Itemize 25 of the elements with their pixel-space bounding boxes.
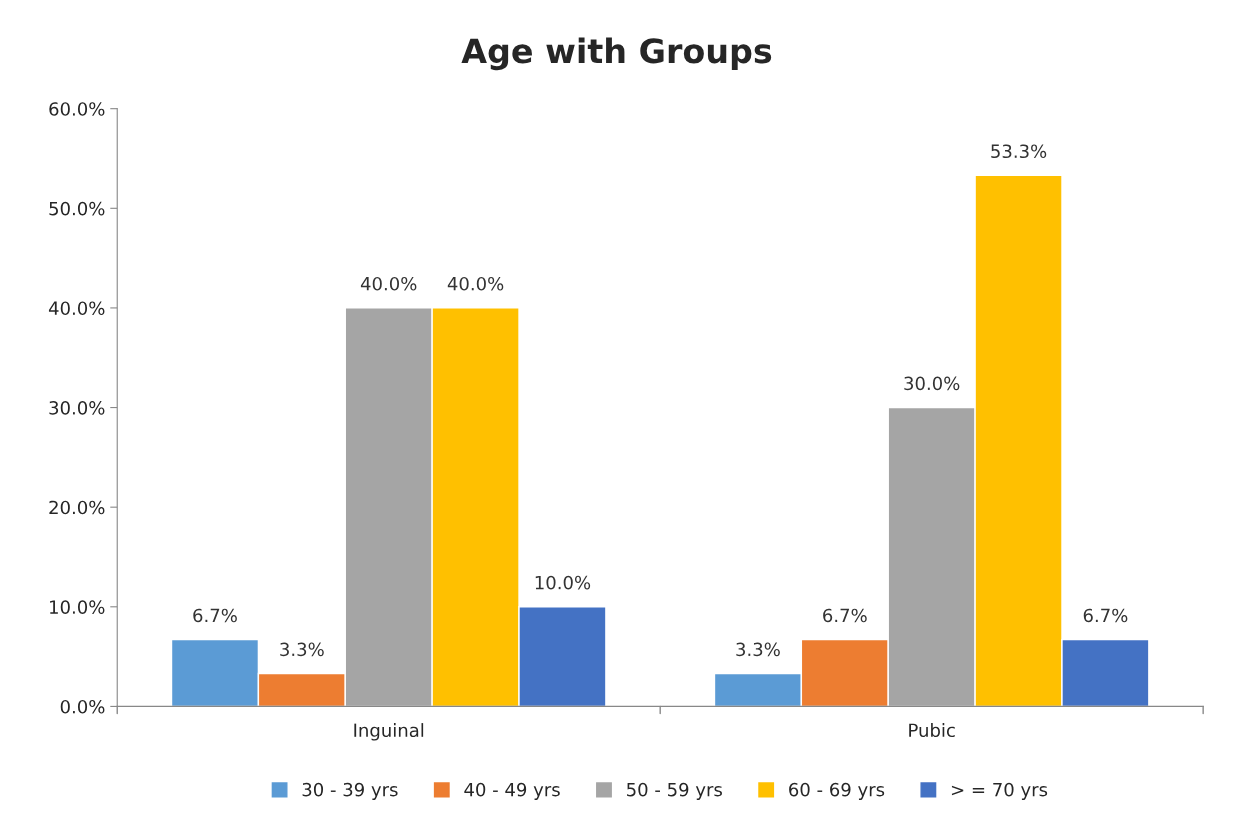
y-tick-label: 60.0% <box>49 102 105 116</box>
y-tick-label: 20.0% <box>49 500 105 515</box>
legend-label: 40 - 49 yrs <box>464 782 560 800</box>
data-label: 3.3% <box>736 642 780 657</box>
data-label: 6.7% <box>1083 608 1128 623</box>
data-label: 40.0% <box>360 276 417 291</box>
legend-label: 60 - 69 yrs <box>789 782 885 800</box>
y-tick-label: 10.0% <box>50 600 105 614</box>
x-tick-label: Pubic <box>909 723 955 738</box>
data-label: 53.3% <box>991 144 1047 159</box>
data-label: 6.7% <box>193 608 237 623</box>
data-label: 6.7% <box>823 608 867 623</box>
legend-label: 50 - 59 yrs <box>627 782 722 800</box>
data-label: 10.0% <box>535 575 591 590</box>
legend-label: 30 - 39 yrs <box>302 782 398 800</box>
data-label: 3.3% <box>280 642 324 657</box>
data-label: 40.0% <box>447 276 504 291</box>
legend-label: > = 70 yrs <box>951 782 1048 800</box>
y-tick-label: 30.0% <box>49 401 105 415</box>
data-label: 30.0% <box>904 376 960 391</box>
y-tick-label: 40.0% <box>48 301 105 316</box>
x-tick-label: Inguinal <box>354 723 424 741</box>
y-tick-label: 0.0% <box>60 699 105 714</box>
chart-title: Age with Groups <box>461 37 772 71</box>
y-tick-label: 50.0% <box>49 201 105 216</box>
